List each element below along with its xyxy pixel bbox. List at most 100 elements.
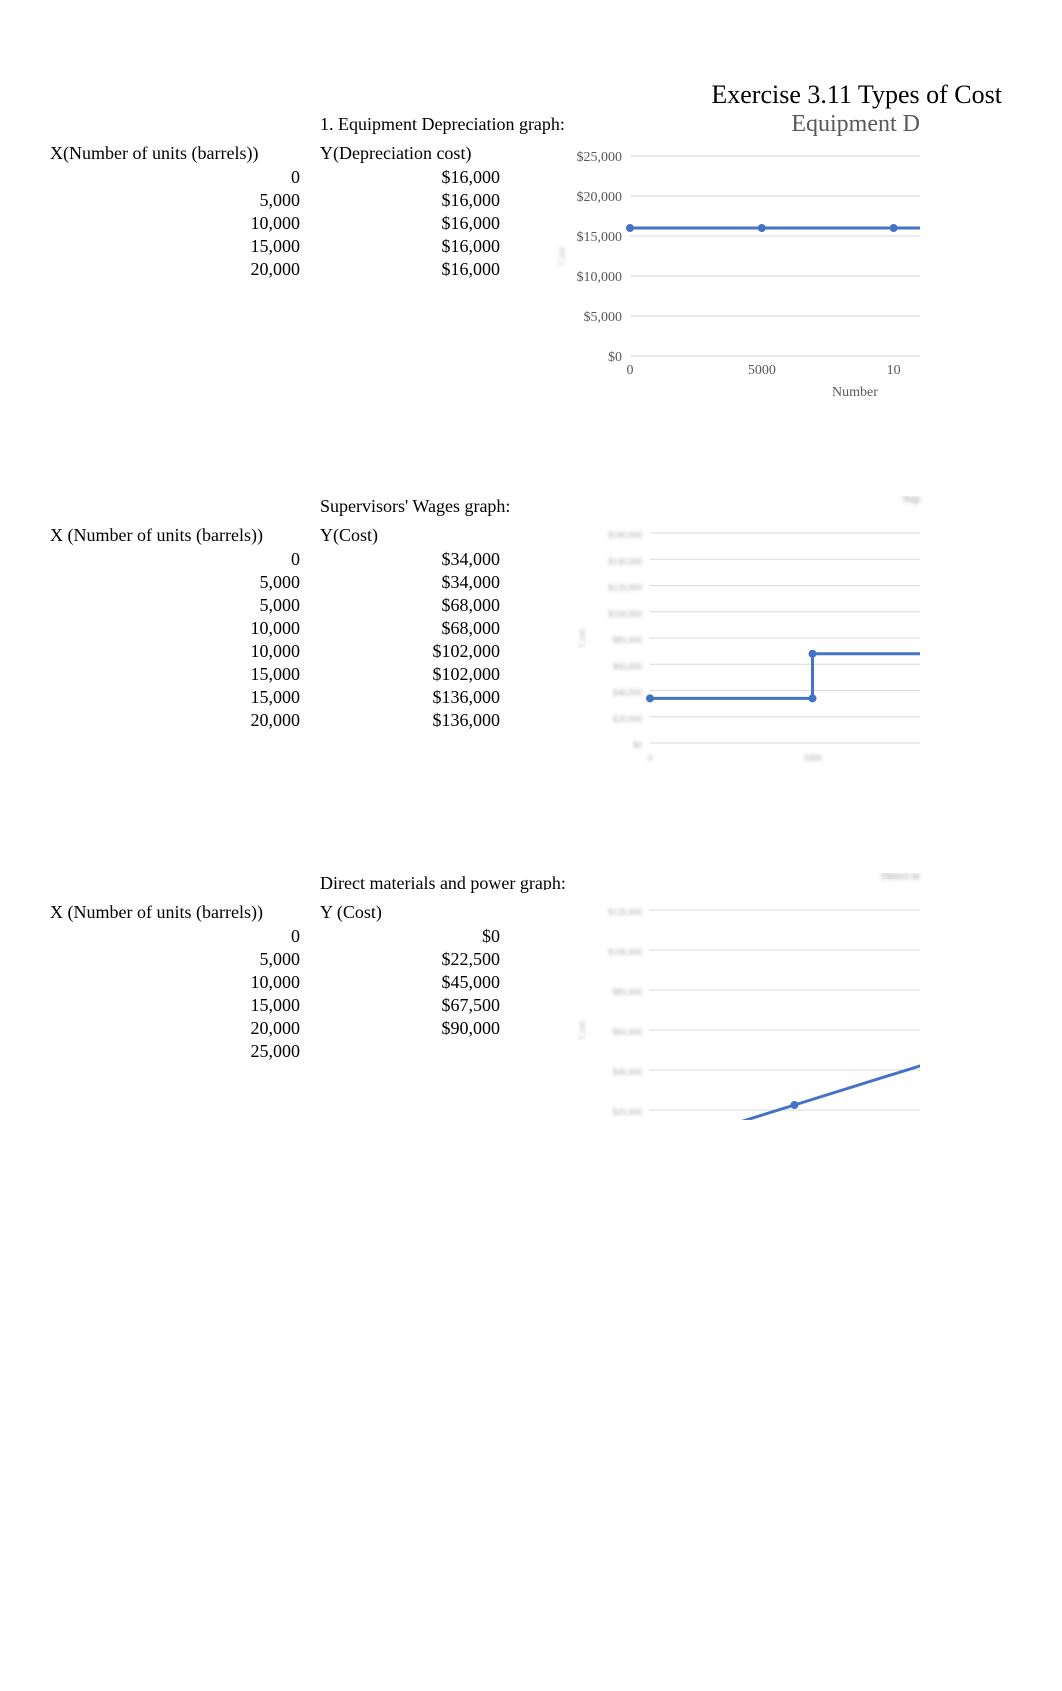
svg-text:$5,000: $5,000 [584,310,623,325]
cell-y: $68,000 [310,617,510,640]
chart-title: Equipment D [540,114,920,138]
cell-x: 20,000 [40,258,310,281]
table-row: 10,000$68,000 [40,617,510,640]
table-row: 10,000$102,000 [40,640,510,663]
table-row: 15,000$136,000 [40,686,510,709]
svg-text:$100,000: $100,000 [608,609,642,619]
table-row: 5,000$22,500 [40,948,510,971]
section-0: 1. Equipment Depreciation graph:X(Number… [0,114,1062,416]
svg-text:0: 0 [648,753,653,763]
chart-title: Direct m [540,873,920,882]
cell-x: 10,000 [40,617,310,640]
cell-x: 20,000 [40,709,310,732]
table-row: 15,000$102,000 [40,663,510,686]
y-header: Y(Cost) [310,523,510,548]
cell-y: $68,000 [310,594,510,617]
cell-y: $102,000 [310,663,510,686]
cell-x: 15,000 [40,686,310,709]
section-1: Supervisors' Wages graph:X (Number of un… [0,496,1062,793]
cell-y: $34,000 [310,548,510,571]
cell-x: 0 [40,925,310,948]
cell-y: $16,000 [310,189,510,212]
table-row: 0$0 [40,925,510,948]
table-row: 25,000 [40,1040,510,1063]
svg-text:$15,000: $15,000 [577,230,623,245]
cell-y: $0 [310,925,510,948]
svg-text:$60,000: $60,000 [613,1027,643,1037]
cell-x: 15,000 [40,663,310,686]
svg-text:Cost: Cost [577,1021,588,1040]
cell-x: 0 [40,548,310,571]
svg-text:$20,000: $20,000 [577,190,623,205]
cell-x: 0 [40,166,310,189]
table-row: 0$34,000 [40,548,510,571]
x-header: X (Number of units (barrels)) [40,523,310,548]
svg-text:$25,000: $25,000 [577,150,623,165]
cell-y: $16,000 [310,166,510,189]
cell-y: $16,000 [310,235,510,258]
cell-y: $16,000 [310,258,510,281]
cell-x: 20,000 [40,1017,310,1040]
cell-x: 25,000 [40,1040,310,1063]
svg-text:Cost: Cost [577,629,588,648]
cell-y [310,1040,510,1063]
chart: Equipment D $0 $5,000 $10,000 $15,000 $20,000… [540,114,920,416]
data-table: X(Number of units (barrels))Y(Depreciati… [40,141,510,281]
cell-y: $136,000 [310,686,510,709]
svg-text:10: 10 [887,363,901,378]
cell-x: 15,000 [40,994,310,1017]
table-row: 15,000$16,000 [40,235,510,258]
table-row: 20,000$16,000 [40,258,510,281]
y-header: Y (Cost) [310,900,510,925]
cell-y: $90,000 [310,1017,510,1040]
chart-title: Sup [540,496,920,505]
page-title: Exercise 3.11 Types of Cost [0,80,1062,110]
svg-text:$60,000: $60,000 [613,661,643,671]
cell-x: 5,000 [40,948,310,971]
y-header: Y(Depreciation cost) [310,141,510,166]
svg-text:$160,000: $160,000 [608,530,642,540]
cell-x: 5,000 [40,571,310,594]
cell-y: $16,000 [310,212,510,235]
cell-y: $67,500 [310,994,510,1017]
svg-text:$20,000: $20,000 [613,714,643,724]
table-row: 5,000$34,000 [40,571,510,594]
svg-text:Number: Number [832,385,878,400]
svg-text:5000: 5000 [748,363,776,378]
svg-text:$0: $0 [608,350,622,365]
cell-y: $34,000 [310,571,510,594]
chart-plot: $0$20,000$40,000$60,000$80,000$100,000$1… [540,890,920,1120]
cell-x: 5,000 [40,594,310,617]
table-row: 5,000$68,000 [40,594,510,617]
table-row: 15,000$67,500 [40,994,510,1017]
cell-y: $102,000 [310,640,510,663]
svg-text:$40,000: $40,000 [613,688,643,698]
cell-y: $136,000 [310,709,510,732]
svg-text:$10,000: $10,000 [577,270,623,285]
chart: Sup$0$20,000$40,000$60,000$80,000$100,00… [540,496,920,793]
svg-text:$80,000: $80,000 [613,987,643,997]
cell-x: 15,000 [40,235,310,258]
cell-x: 10,000 [40,640,310,663]
data-table: X (Number of units (barrels))Y(Cost)0$34… [40,523,510,732]
svg-text:0: 0 [627,363,634,378]
cell-y: $22,500 [310,948,510,971]
x-header: X (Number of units (barrels)) [40,900,310,925]
svg-text:$0: $0 [633,740,643,750]
cell-x: 10,000 [40,971,310,994]
chart-plot: $0 $5,000 $10,000 $15,000 $20,000 $25,000 0 500… [540,146,920,416]
svg-text:$20,000: $20,000 [613,1107,643,1117]
svg-text:Cost: Cost [557,247,568,266]
table-row: 0$16,000 [40,166,510,189]
svg-text:$140,000: $140,000 [608,556,642,566]
table-row: 10,000$16,000 [40,212,510,235]
table-row: 10,000$45,000 [40,971,510,994]
cell-x: 5,000 [40,189,310,212]
svg-text:$120,000: $120,000 [608,907,642,917]
chart: Direct m$0$20,000$40,000$60,000$80,000$1… [540,873,920,1120]
table-row: 20,000$90,000 [40,1017,510,1040]
svg-text:5000: 5000 [804,753,823,763]
data-table: X (Number of units (barrels))Y (Cost)0$0… [40,900,510,1063]
table-row: 5,000$16,000 [40,189,510,212]
svg-text:$120,000: $120,000 [608,583,642,593]
